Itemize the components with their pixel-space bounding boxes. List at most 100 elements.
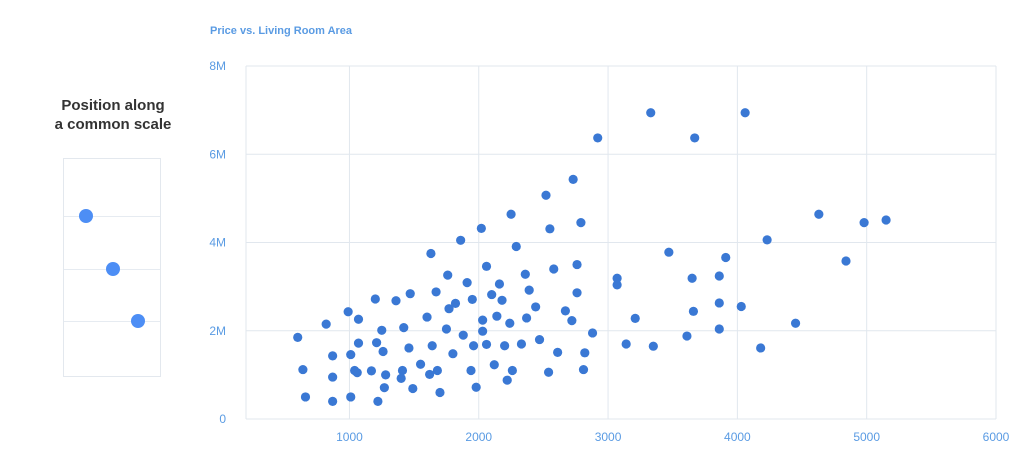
data-point: [328, 372, 338, 382]
data-point: [300, 392, 311, 402]
data-point: [497, 295, 507, 305]
data-point: [553, 347, 563, 357]
data-point: [646, 108, 656, 118]
data-point: [408, 383, 418, 394]
data-point: [612, 280, 622, 290]
x-tick-label: 2000: [465, 430, 492, 444]
data-point: [343, 307, 353, 317]
data-point: [505, 318, 515, 328]
side-title-line-1: Position along: [61, 97, 165, 114]
data-point: [476, 223, 486, 233]
data-point: [578, 364, 589, 375]
data-point: [487, 289, 497, 300]
data-point: [736, 301, 746, 312]
data-point: [481, 261, 492, 271]
data-point: [427, 341, 437, 351]
data-point: [298, 364, 308, 375]
data-point: [328, 351, 338, 361]
data-point: [687, 273, 697, 283]
data-point: [366, 366, 377, 376]
data-point: [560, 306, 570, 316]
data-point: [506, 209, 516, 219]
data-point: [435, 387, 445, 398]
data-point: [381, 370, 391, 380]
data-point: [431, 287, 441, 297]
data-point: [377, 325, 387, 335]
data-point: [543, 367, 554, 377]
data-point: [762, 235, 772, 245]
data-point: [568, 174, 578, 185]
x-tick-label: 5000: [853, 430, 880, 444]
data-point: [444, 304, 454, 314]
data-point: [379, 383, 389, 393]
side-title-line-2: a common scale: [54, 116, 172, 133]
scale-dot: [106, 262, 120, 276]
data-point: [391, 296, 401, 306]
data-point: [448, 349, 458, 359]
data-point: [522, 313, 532, 323]
data-point: [524, 285, 534, 295]
y-tick-label: 6M: [209, 147, 226, 161]
data-point: [534, 334, 545, 345]
data-point: [572, 259, 582, 270]
data-point: [422, 312, 432, 322]
data-point: [352, 368, 362, 378]
data-point: [373, 396, 383, 406]
data-point: [415, 359, 426, 369]
data-point: [549, 264, 559, 274]
y-tick-label: 8M: [209, 59, 226, 73]
scale-line: [64, 321, 160, 322]
data-point: [790, 318, 801, 328]
data-point: [682, 331, 692, 341]
data-point: [520, 269, 530, 279]
y-tick-label: 2M: [209, 324, 226, 338]
data-point: [545, 224, 555, 234]
data-point: [293, 332, 303, 342]
data-point: [378, 346, 388, 357]
data-point: [541, 190, 551, 200]
data-point: [612, 273, 622, 283]
data-point: [481, 339, 492, 350]
data-point: [462, 278, 472, 288]
data-point: [346, 392, 356, 402]
data-point: [372, 338, 382, 348]
data-point: [494, 279, 505, 289]
data-point: [397, 365, 408, 376]
data-point: [328, 396, 338, 406]
data-point: [399, 323, 409, 333]
data-point: [471, 382, 481, 392]
data-point: [467, 294, 477, 305]
data-point: [714, 271, 724, 281]
data-point: [567, 316, 577, 326]
data-point: [621, 339, 631, 349]
data-point: [478, 315, 488, 325]
data-point: [756, 343, 766, 353]
scale-dot: [79, 209, 93, 223]
x-tick-label: 3000: [595, 430, 622, 444]
data-point: [531, 302, 541, 312]
data-point: [466, 365, 476, 376]
data-point: [859, 218, 869, 228]
data-point: [721, 252, 731, 263]
data-point: [425, 369, 435, 380]
data-point: [572, 288, 582, 298]
data-point: [648, 341, 658, 351]
data-point: [714, 324, 724, 334]
data-point: [353, 338, 364, 348]
data-point: [443, 270, 453, 280]
data-point: [456, 235, 466, 245]
data-point: [690, 133, 700, 143]
scale-dot: [131, 314, 145, 328]
data-point: [353, 314, 364, 324]
side-panel-title: Position along a common scale: [30, 96, 196, 134]
data-point: [441, 324, 452, 334]
data-point: [714, 298, 724, 308]
x-tick-label: 6000: [983, 430, 1010, 444]
data-point: [500, 341, 510, 351]
data-point: [841, 256, 851, 266]
common-scale-illustration: [63, 158, 161, 377]
data-point: [405, 289, 415, 299]
data-point: [321, 319, 331, 329]
data-point: [370, 294, 380, 304]
